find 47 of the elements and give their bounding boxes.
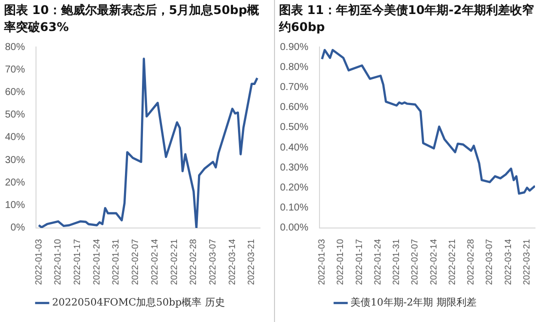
x-tick-label: 2022-01-10: [335, 238, 346, 286]
x-tick-label: 2022-03-21: [246, 238, 256, 286]
y-tick-label: 0.70%: [280, 82, 308, 93]
x-tick-label: 2022-01-03: [316, 238, 326, 286]
legend-label: 美债10年期-2年期 期限利差: [350, 296, 476, 309]
legend-label: 20220504FOMC加息50bp概率 历史: [52, 296, 225, 309]
chart-title: 图表 11：年初至今美债10年期-2年期利差收窄约60bp: [278, 2, 535, 36]
y-tick-label: 0.00%: [280, 222, 308, 234]
x-tick-label: 2022-03-21: [521, 238, 532, 286]
x-tick-label: 2022-03-14: [502, 238, 513, 286]
x-tick-label: 2022-03-07: [484, 238, 494, 286]
y-tick-label: 40%: [5, 132, 26, 144]
x-tick-label: 2022-01-10: [52, 238, 63, 286]
y-tick-label: 0.80%: [280, 62, 308, 73]
x-tick-label: 2022-01-17: [72, 238, 82, 286]
x-tick-label: 2022-02-14: [428, 238, 438, 286]
x-tick-label: 2022-02-07: [130, 238, 140, 286]
x-tick-label: 2022-02-21: [168, 238, 179, 286]
x-tick-label: 2022-01-03: [33, 238, 44, 286]
x-tick-label: 2022-02-21: [446, 238, 457, 286]
x-tick-label: 2022-02-28: [466, 238, 476, 286]
y-tick-label: 0.90%: [280, 42, 308, 53]
y-tick-label: 0.20%: [280, 182, 308, 194]
x-tick-label: 2022-03-14: [226, 238, 237, 286]
x-tick-label: 2022-01-31: [391, 238, 402, 286]
y-tick-label: 10%: [5, 200, 26, 212]
x-tick-label: 2022-01-24: [91, 238, 102, 286]
y-tick-label: 60%: [5, 86, 26, 98]
y-tick-label: 20%: [5, 177, 26, 188]
x-tick-label: 2022-02-07: [410, 238, 420, 286]
y-tick-label: 0.10%: [280, 202, 308, 214]
chart-title: 图表 10：鲍威尔最新表态后，5月加息50bp概率突破63%: [3, 2, 260, 36]
y-tick-label: 0%: [10, 222, 26, 234]
y-tick-label: 70%: [5, 64, 26, 76]
y-tick-label: 50%: [5, 110, 26, 121]
x-tick-label: 2022-01-31: [110, 238, 121, 286]
x-tick-label: 2022-03-07: [207, 238, 218, 286]
y-tick-label: 0.40%: [280, 142, 308, 154]
x-tick-label: 2022-01-17: [354, 238, 364, 286]
x-tick-label: 2022-01-24: [372, 238, 382, 286]
y-tick-label: 80%: [5, 42, 26, 53]
x-tick-label: 2022-02-28: [188, 238, 198, 286]
y-tick-label: 0.30%: [280, 162, 308, 174]
y-tick-label: 0.60%: [280, 102, 308, 114]
y-tick-label: 0.50%: [280, 122, 308, 134]
x-tick-label: 2022-02-14: [149, 238, 160, 286]
y-tick-label: 30%: [5, 154, 26, 166]
